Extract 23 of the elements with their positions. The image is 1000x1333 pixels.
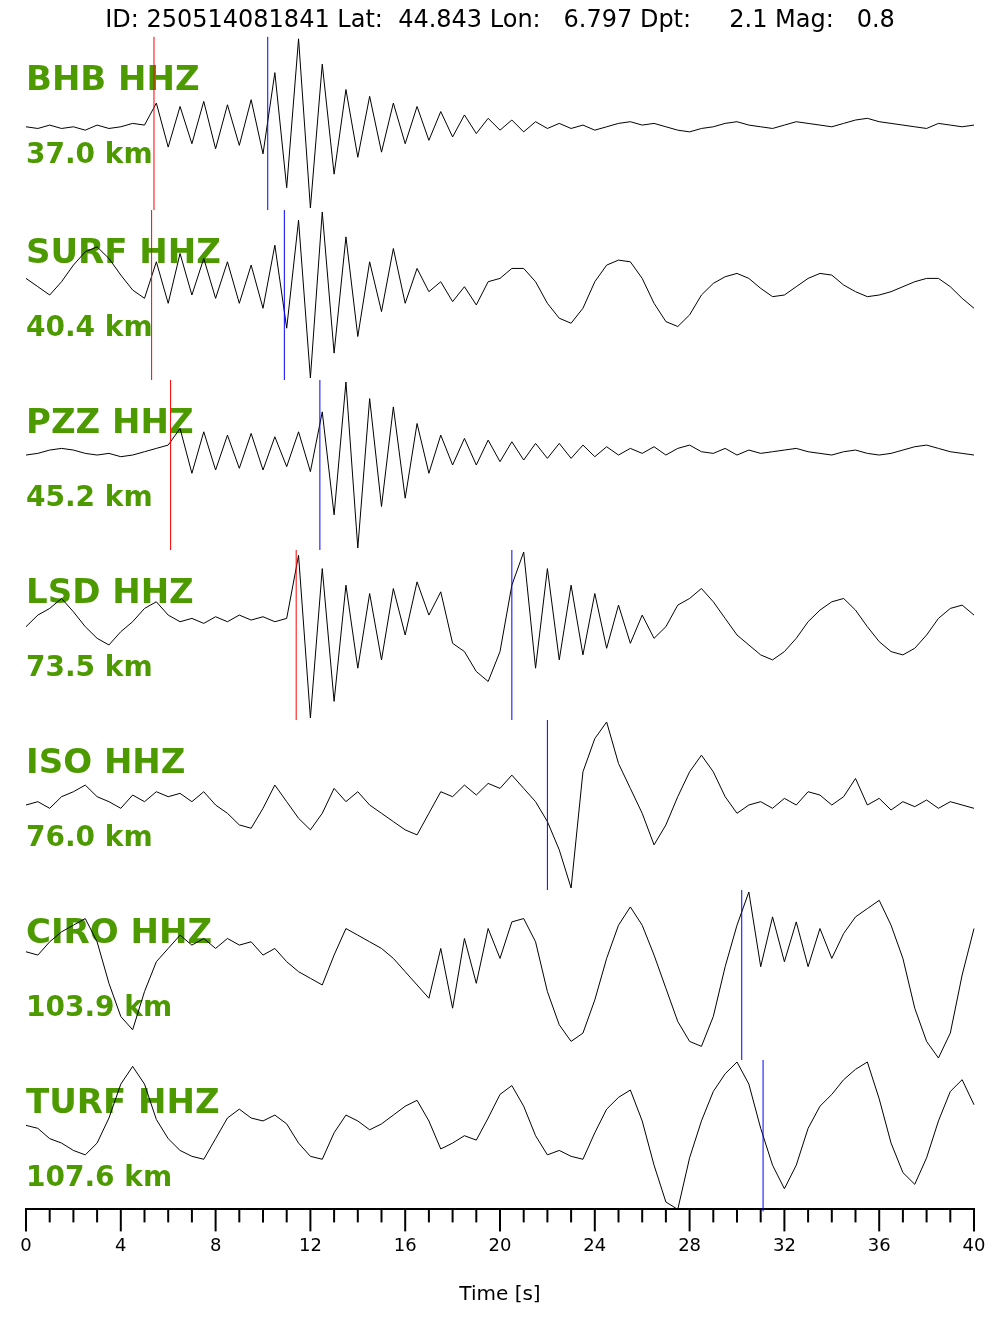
x-tick-label: 0 bbox=[20, 1233, 32, 1255]
x-tick-label: 16 bbox=[393, 1233, 417, 1255]
x-tick-label: 12 bbox=[298, 1233, 322, 1255]
annotation: 73.5 km bbox=[26, 650, 153, 684]
annotation: BHB HHZ bbox=[26, 57, 200, 98]
x-tick-label: 20 bbox=[488, 1233, 512, 1255]
annotation: ISO HHZ bbox=[26, 740, 186, 781]
x-tick-label: 24 bbox=[583, 1233, 607, 1255]
x-tick-label: 32 bbox=[772, 1233, 796, 1255]
x-axis-title: Time [s] bbox=[458, 1281, 541, 1306]
x-tick-label: 40 bbox=[962, 1233, 986, 1255]
annotation: 45.2 km bbox=[26, 480, 153, 514]
x-tick-label: 28 bbox=[678, 1233, 702, 1255]
x-tick-label: 4 bbox=[115, 1233, 127, 1255]
x-tick-label: 36 bbox=[867, 1233, 891, 1255]
annotation: LSD HHZ bbox=[26, 570, 194, 611]
chart-title: ID: 250514081841 Lat: 44.843 Lon: 6.797 Dpt: 2.1 Mag: 0.8 bbox=[105, 4, 895, 33]
annotation: 37.0 km bbox=[26, 137, 153, 171]
annotation: 76.0 km bbox=[26, 820, 153, 854]
annotation: 40.4 km bbox=[26, 310, 153, 344]
annotation: TURF HHZ bbox=[26, 1080, 220, 1121]
annotation: 107.6 km bbox=[26, 1160, 173, 1194]
x-tick-label: 8 bbox=[209, 1233, 222, 1255]
